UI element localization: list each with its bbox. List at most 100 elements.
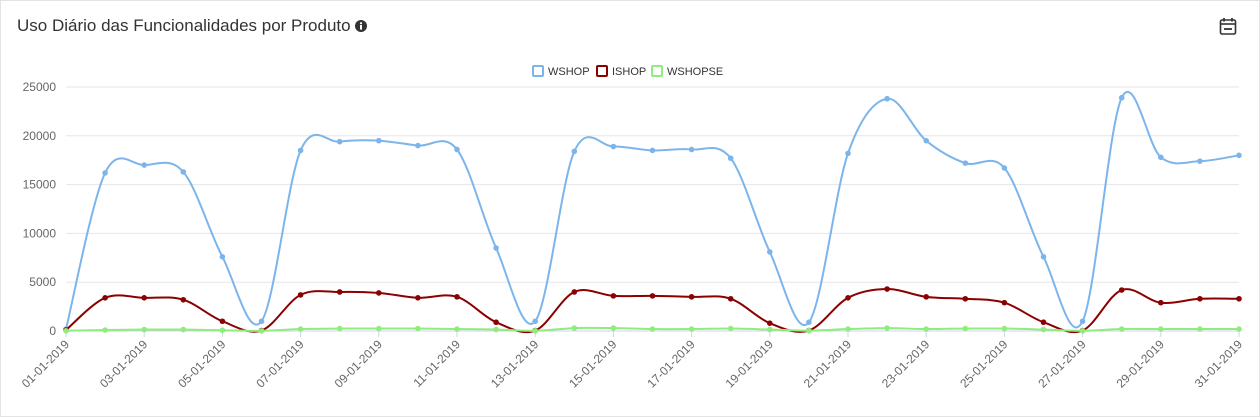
data-point[interactable] [258,328,265,334]
data-point[interactable] [571,148,578,155]
data-point[interactable] [180,169,187,175]
data-point[interactable] [102,170,108,176]
data-point[interactable] [180,326,187,333]
data-point[interactable] [688,326,695,332]
data-point[interactable] [1118,326,1125,332]
data-point[interactable] [1040,254,1047,260]
y-tick-label: 20000 [23,129,57,143]
legend-item-wshopse[interactable]: WSHOPSE [651,65,723,78]
data-point[interactable] [1158,154,1164,161]
data-point[interactable] [532,328,538,334]
data-point[interactable] [923,137,929,144]
data-point[interactable] [297,292,304,298]
series-lines [63,90,1242,334]
data-point[interactable] [63,328,69,334]
data-point[interactable] [688,146,695,153]
data-point[interactable] [1197,295,1203,302]
data-point[interactable] [610,293,617,299]
data-point[interactable] [1118,94,1125,101]
data-point[interactable] [454,326,460,332]
data-point[interactable] [1236,152,1242,159]
data-point[interactable] [336,138,343,145]
data-point[interactable] [1040,326,1047,333]
data-point[interactable] [845,295,851,301]
data-point[interactable] [219,327,226,334]
data-point[interactable] [767,320,773,326]
data-point[interactable] [415,142,421,149]
data-point[interactable] [180,296,187,303]
data-point[interactable] [884,286,890,292]
data-point[interactable] [727,155,734,162]
data-point[interactable] [806,319,812,326]
data-point[interactable] [962,325,969,332]
data-point[interactable] [415,295,421,301]
data-point[interactable] [923,326,929,332]
data-point[interactable] [649,326,656,332]
data-point[interactable] [1236,295,1242,302]
data-point[interactable] [141,162,147,168]
data-point[interactable] [376,325,382,332]
data-point[interactable] [532,318,538,325]
data-point[interactable] [806,327,812,334]
data-point[interactable] [1040,319,1047,326]
data-point[interactable] [376,137,382,144]
data-point[interactable] [1197,326,1203,332]
data-point[interactable] [1001,165,1008,171]
data-point[interactable] [141,326,147,333]
data-point[interactable] [336,289,343,295]
data-point[interactable] [1001,325,1008,332]
x-tick-label: 03-01-2019 [97,337,151,391]
data-point[interactable] [845,326,851,332]
data-point[interactable] [141,295,147,301]
data-point[interactable] [727,295,734,302]
data-point[interactable] [688,294,695,300]
legend-item-ishop[interactable]: ISHOP [596,65,646,78]
data-point[interactable] [493,326,499,333]
data-point[interactable] [884,325,890,331]
data-point[interactable] [1236,326,1242,332]
data-point[interactable] [767,249,773,255]
data-point[interactable] [1158,326,1164,332]
info-circle-icon[interactable] [354,20,367,32]
data-point[interactable] [219,318,226,325]
data-point[interactable] [219,254,226,260]
data-point[interactable] [571,289,578,295]
data-point[interactable] [649,293,656,299]
legend-item-wshop[interactable]: WSHOP [532,65,590,78]
legend-swatch [532,65,544,77]
data-point[interactable] [258,318,265,325]
data-point[interactable] [962,295,969,302]
data-point[interactable] [767,326,773,333]
data-point[interactable] [376,290,382,296]
x-tick-label: 21-01-2019 [801,337,855,391]
data-point[interactable] [102,327,108,333]
y-tick-label: 15000 [23,178,57,192]
data-point[interactable] [1001,299,1008,306]
data-point[interactable] [102,295,108,301]
data-point[interactable] [610,143,617,150]
data-point[interactable] [415,325,421,332]
data-point[interactable] [454,294,460,300]
data-point[interactable] [1197,158,1203,164]
data-point[interactable] [884,95,890,102]
data-point[interactable] [923,294,929,300]
calendar-icon[interactable] [1219,17,1237,35]
data-point[interactable] [571,325,578,331]
data-point[interactable] [493,245,499,251]
data-point[interactable] [1079,328,1086,334]
data-point[interactable] [297,326,304,332]
data-point[interactable] [962,160,969,166]
data-point[interactable] [454,146,460,153]
data-point[interactable] [1079,318,1086,325]
data-point[interactable] [1118,287,1125,293]
data-point[interactable] [297,147,304,154]
data-point[interactable] [493,319,499,326]
data-point[interactable] [649,147,656,154]
x-tick-label: 29-01-2019 [1114,337,1168,391]
data-point[interactable] [336,325,343,332]
data-point[interactable] [1158,299,1164,306]
data-point[interactable] [845,150,851,157]
data-point[interactable] [727,325,734,332]
data-point[interactable] [610,325,617,331]
